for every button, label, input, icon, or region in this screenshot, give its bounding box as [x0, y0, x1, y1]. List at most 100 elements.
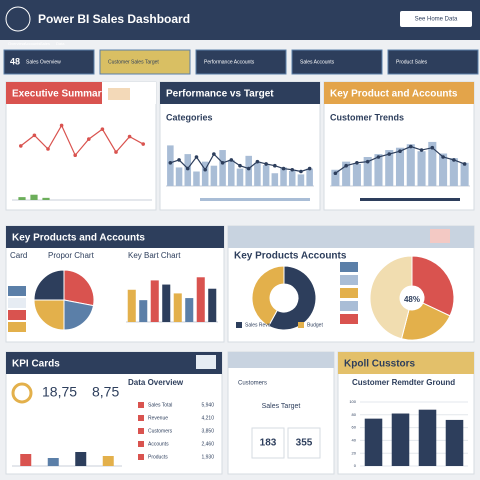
bar [417, 151, 426, 186]
point [141, 142, 145, 146]
point [114, 150, 118, 154]
point [212, 152, 216, 156]
bar [185, 298, 194, 322]
row-swatch [138, 415, 144, 421]
panel-header [228, 352, 334, 368]
legend-swatch [236, 322, 242, 328]
kpi-tile [387, 49, 479, 75]
point [194, 155, 199, 159]
slice [33, 299, 65, 331]
bar [75, 452, 87, 466]
point [398, 149, 402, 153]
bar [364, 418, 383, 466]
card-swatch [8, 322, 26, 332]
bar [262, 165, 270, 186]
bar [297, 174, 305, 186]
bar [173, 293, 182, 322]
bar [460, 162, 469, 186]
bar [20, 454, 32, 466]
card-swatch [8, 310, 26, 320]
point [355, 161, 359, 165]
line [20, 124, 144, 157]
bar [236, 168, 244, 186]
point [127, 134, 132, 139]
bar [175, 167, 183, 186]
table-cell: Accounts [148, 441, 169, 447]
bar [363, 157, 372, 186]
donut-label: 48% [404, 295, 420, 304]
bar [102, 456, 114, 466]
card-title: Card [10, 251, 27, 260]
point [441, 155, 445, 159]
panel-header [338, 352, 474, 374]
header-button[interactable] [400, 11, 472, 27]
card-swatch [8, 286, 26, 296]
header-chip [430, 229, 450, 243]
bar [30, 194, 38, 200]
bar [342, 161, 351, 186]
nav-item: Accounts [24, 41, 40, 46]
table-cell: 1,930 [201, 454, 214, 460]
panel-title: Key Product and Accounts [330, 89, 458, 100]
panel-header [6, 226, 224, 248]
header-chip [196, 355, 216, 369]
legend-swatch [298, 322, 304, 328]
panel-header [160, 82, 320, 104]
row-swatch [138, 454, 144, 460]
bar [42, 197, 50, 200]
point [59, 123, 64, 128]
slice [63, 299, 95, 331]
point [273, 163, 277, 168]
panel-title: Performance vs Target [166, 89, 274, 100]
point [299, 169, 303, 174]
point [281, 166, 286, 171]
table-title: Data Overview [128, 378, 184, 387]
table-cell: Sales Total [148, 402, 172, 408]
bar [395, 147, 405, 186]
tile-value: 48 [10, 56, 20, 66]
side-swatch [340, 262, 358, 272]
header-button-label[interactable]: See Home Data [415, 17, 458, 23]
point [32, 133, 37, 138]
kpi-tile [195, 49, 287, 75]
panel-title: KPI Cards [12, 359, 60, 370]
row-swatch [138, 428, 144, 434]
kpi-value: 8,75 [92, 384, 119, 400]
point [462, 162, 467, 166]
gauge [11, 382, 33, 404]
row-swatch [138, 441, 144, 447]
value-card [251, 427, 285, 459]
slice [267, 265, 317, 331]
point [100, 127, 105, 131]
legend-label: Budget [307, 322, 323, 328]
slice [369, 255, 413, 340]
table-cell: 4,210 [201, 415, 214, 421]
bar [306, 168, 313, 186]
tile-label: Sales Accounts [300, 59, 335, 65]
bar [331, 169, 340, 186]
side-swatch [340, 275, 358, 285]
bar [139, 300, 148, 322]
kpi-value: 18,75 [42, 384, 77, 400]
bar [208, 288, 217, 322]
target-value: 183 [260, 438, 277, 449]
panel-subtitle: Sales Target [262, 403, 301, 410]
bar [18, 197, 26, 200]
side-swatch [340, 314, 358, 324]
kpi-tile [291, 49, 383, 75]
bar [406, 144, 415, 186]
bar [280, 167, 287, 186]
tile-label: Sales Overview [26, 59, 61, 65]
scrollbar [200, 198, 310, 201]
point [408, 144, 413, 149]
point [452, 158, 456, 162]
point [238, 163, 242, 168]
table-cell: Customers [148, 428, 173, 434]
point [333, 171, 338, 176]
target-value: 355 [296, 438, 313, 449]
point [168, 161, 173, 165]
table-cell: 3,850 [201, 428, 214, 434]
header-title: Power BI Sales Dashboard [38, 12, 190, 26]
point [376, 155, 381, 159]
